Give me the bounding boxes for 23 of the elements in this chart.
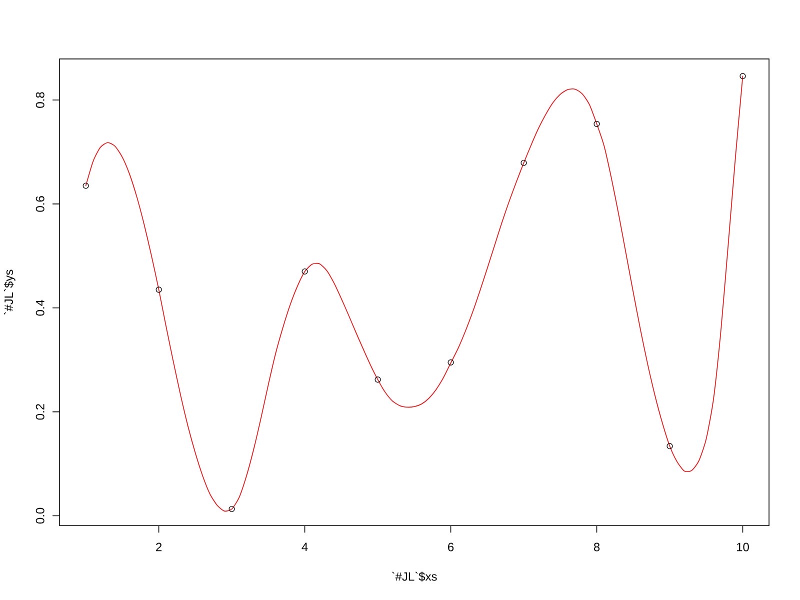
- point: [228, 506, 235, 512]
- x-tick-label: 6: [448, 543, 454, 552]
- y-tick-label: 0.6: [36, 196, 44, 212]
- x-tick-label: 10: [736, 543, 749, 552]
- x-tick-label: 4: [302, 543, 308, 552]
- line-series: [85, 76, 744, 512]
- x-axis-title: `#JL`$xs: [392, 572, 437, 582]
- point: [594, 121, 600, 128]
- y-tick-label: 0.8: [36, 92, 44, 108]
- point: [448, 360, 454, 366]
- x-tick-label: 8: [594, 543, 600, 552]
- point: [740, 73, 746, 80]
- point: [82, 182, 89, 190]
- point: [666, 443, 673, 450]
- point: [374, 376, 381, 383]
- y-tick-label: 0.2: [36, 404, 44, 420]
- x-tick-label: 2: [156, 543, 162, 552]
- point: [520, 160, 527, 166]
- point: [156, 286, 162, 293]
- y-axis-title: `#JL`$ys: [4, 270, 16, 315]
- y-tick-label: 0.4: [36, 300, 44, 316]
- point: [302, 268, 308, 275]
- y-tick-label: 0.0: [36, 508, 44, 524]
